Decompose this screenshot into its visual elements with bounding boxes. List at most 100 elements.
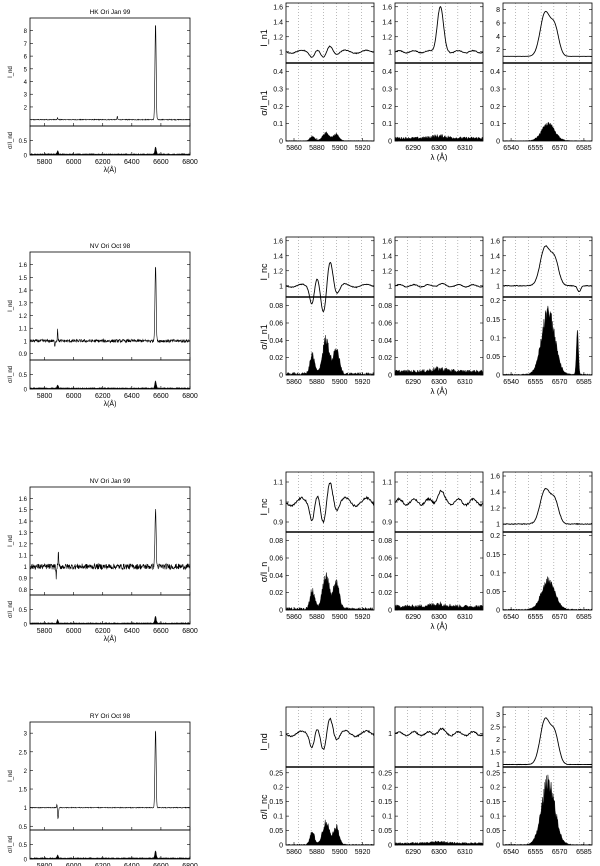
ytick-label: 1.2: [19, 314, 28, 320]
ytick-label: 1: [388, 731, 392, 738]
row-2: NV Ori Jan 990.80.911.11.21.31.41.51.600…: [8, 471, 593, 643]
ytick-label: 0: [279, 608, 283, 615]
ytick-label: 0.02: [269, 590, 283, 597]
ytick-label: 2: [24, 769, 28, 775]
xtick-label: 5880: [309, 145, 325, 152]
xtick-label: 5800: [37, 393, 53, 400]
ytick-label: 0: [496, 608, 500, 615]
ytick-label: 1.4: [382, 19, 392, 26]
xtick-label: 6800: [182, 159, 198, 166]
ytick-label: 1.2: [490, 268, 500, 275]
ytick-label: 0.2: [490, 533, 500, 540]
xtick-label: 6300: [431, 145, 447, 152]
zoom-top-frame: [502, 706, 593, 768]
ytick-label: 0: [388, 843, 392, 850]
zoom-top-frame: [502, 2, 593, 64]
ytick-label: 0.25: [486, 770, 500, 777]
xtick-label: 6570: [552, 145, 568, 152]
xtick-label: 6570: [552, 614, 568, 621]
ytick-label: 0.1: [273, 121, 283, 128]
ytick-label: 1.6: [382, 238, 392, 245]
xtick-label: 6200: [95, 628, 111, 635]
wide-ylabel-bottom: σ/I_nd: [8, 132, 14, 149]
xtick-label: 6555: [528, 145, 544, 152]
xtick-label: 5900: [332, 614, 348, 621]
variance-fill: [395, 366, 483, 375]
zoom-top-frame: [285, 706, 375, 768]
ytick-label: 1: [279, 49, 283, 56]
ytick-label: 0.06: [378, 556, 392, 563]
wide-ylabel-bottom: σ/I_nd: [8, 836, 14, 853]
wide-bottom-frame: [29, 829, 191, 860]
xtick-label: 5800: [37, 159, 53, 166]
wide-spectrum-line: [30, 266, 190, 347]
zoom-ylabel-top: I_nd: [259, 733, 269, 751]
ytick-label: 1.5: [19, 276, 28, 282]
ytick-label: 1.4: [490, 253, 500, 260]
ytick-label: 0.25: [269, 770, 283, 777]
profile-line: [395, 727, 483, 737]
ytick-label: 0.9: [273, 520, 283, 527]
zoom-panel-NaD: 1 1.2 1.4 1.6 0 0.1 0.2 0.3 0.4 5860 5880 5900 5920: [273, 2, 375, 152]
xtick-label: 5880: [309, 614, 325, 621]
row-3: RY Ori Oct 98 0.5 1 1.5 2 2.5 3 0 0.5 5800 6000 620…: [8, 706, 593, 866]
xtick-label: 6570: [552, 379, 568, 386]
ytick-label: 7: [24, 42, 28, 48]
wide-top-frame: [29, 251, 191, 361]
zoom-ylabel-bottom: σ/I_nc: [259, 794, 269, 820]
ytick-label: 1: [24, 806, 28, 812]
profile-line: [286, 261, 374, 313]
wide-variance-fill: [30, 146, 190, 155]
ytick-label: 0.1: [382, 121, 392, 128]
wide-bottom-frame: [29, 125, 191, 156]
wide-xlabel: λ(Å): [104, 165, 117, 174]
wide-ylabel-bottom: σ/I_nd: [8, 366, 14, 383]
ytick-label: 0.1: [382, 814, 392, 821]
profile-line: [286, 717, 374, 751]
ytick-label: 0.3: [273, 87, 283, 94]
wide-ylabel-bottom: σ/I_nd: [8, 601, 14, 618]
wide-ylabel-top: I_nd: [8, 770, 14, 782]
ytick-label: 1.2: [382, 268, 392, 275]
xtick-label: 6600: [153, 159, 169, 166]
zoom-ylabel-top: I_n1: [259, 29, 269, 47]
xtick-label: 6585: [576, 849, 592, 856]
zoom-ylabel-bottom: σ/I_n1: [259, 90, 269, 116]
wide-top-frame: [29, 17, 191, 127]
ytick-label: 0.06: [378, 321, 392, 328]
wide-spectrum-line: [30, 508, 190, 580]
ytick-label: 1.2: [19, 542, 28, 548]
zoom-plot: [286, 261, 374, 375]
zoom-plot: [286, 717, 374, 845]
ytick-label: 0.1: [490, 335, 500, 342]
ytick-label: 0.2: [273, 104, 283, 111]
profile-line: [395, 282, 483, 288]
ytick-label: 3: [496, 712, 500, 719]
ytick-label: 4: [24, 80, 28, 86]
wide-plot: [30, 266, 190, 389]
ytick-label: 1.5: [19, 788, 28, 794]
ytick-label: 0.06: [269, 556, 283, 563]
ytick-label: 0.5: [19, 825, 28, 831]
star-title: NV Ori Oct 98: [90, 243, 131, 250]
wide-top-frame: [29, 486, 191, 596]
ytick-label: 0.5: [19, 608, 28, 614]
ytick-label: 1: [388, 500, 392, 507]
zoom-bottom-frame: [394, 296, 484, 376]
ytick-label: 0.15: [378, 799, 392, 806]
ytick-label: 0.8: [19, 588, 28, 594]
ytick-label: 0.02: [269, 355, 283, 362]
ytick-label: 0: [279, 139, 283, 146]
ytick-label: 0.1: [273, 814, 283, 821]
variance-fill: [286, 130, 374, 141]
zoom-plot: [503, 717, 592, 845]
zoom-plot: [395, 727, 483, 845]
variance-fill: [503, 576, 592, 610]
ytick-label: 0.9: [19, 352, 28, 358]
ytick-label: 2: [24, 105, 28, 111]
star-title: HK Ori Jan 99: [90, 9, 131, 16]
ytick-label: 0.5: [19, 139, 28, 145]
ytick-label: 0.08: [378, 303, 392, 310]
zoom-panel-Halpha: 1 1.2 1.4 1.6 0 0.05 0.1 0.15 0.2 6540 6555 6570 658…: [486, 236, 593, 386]
